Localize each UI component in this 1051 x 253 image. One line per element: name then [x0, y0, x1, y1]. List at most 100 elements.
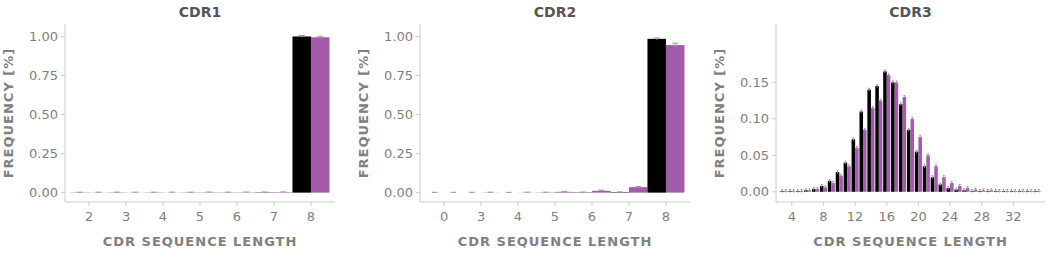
y-tick — [772, 118, 776, 119]
error-bar — [979, 190, 981, 193]
error-cap — [935, 164, 937, 165]
error-cap — [939, 183, 941, 184]
bar — [839, 176, 843, 192]
error-bar — [789, 190, 791, 193]
error-bar — [206, 192, 212, 194]
x-tick — [918, 202, 919, 206]
bar — [887, 75, 891, 192]
error-bar — [506, 192, 512, 194]
error-cap — [845, 161, 847, 162]
x-tick — [200, 202, 201, 206]
error-cap — [432, 192, 438, 193]
error-bar — [797, 190, 799, 193]
bar — [844, 163, 848, 192]
error-line — [1019, 190, 1020, 193]
y-tick-label: 0.25 — [29, 146, 58, 161]
error-line — [967, 187, 968, 190]
error-bar — [450, 192, 456, 194]
error-bar — [805, 189, 807, 192]
title: CDR1 — [179, 4, 221, 20]
title: CDR2 — [534, 4, 576, 20]
bar — [852, 139, 856, 192]
error-bar — [991, 189, 993, 192]
y-tick-label: 0.00 — [740, 184, 769, 199]
x-tick — [981, 202, 982, 206]
error-bar — [975, 188, 977, 191]
error-cap — [635, 186, 641, 187]
bar — [828, 181, 832, 192]
error-line — [825, 186, 826, 189]
x-tick — [591, 202, 592, 206]
bar — [1013, 191, 1017, 193]
bar — [1026, 191, 1030, 193]
x-tick-label: 7 — [625, 209, 633, 224]
bar — [71, 192, 89, 193]
error-cap — [1003, 189, 1005, 190]
error-cap — [169, 192, 175, 193]
error-line — [813, 187, 814, 190]
x-tick-label: 0 — [440, 209, 448, 224]
error-bar — [1022, 190, 1024, 193]
bar — [1034, 191, 1038, 193]
error-line — [864, 128, 865, 131]
error-bar — [781, 190, 783, 193]
error-bar — [151, 192, 157, 194]
bar — [1018, 191, 1022, 193]
error-line — [900, 103, 901, 106]
x-tick — [481, 202, 482, 206]
x-tick-label: 6 — [233, 209, 241, 224]
error-cap — [868, 88, 870, 89]
error-cap — [987, 189, 989, 190]
error-cap — [801, 189, 803, 190]
error-line — [940, 183, 941, 186]
bar — [871, 108, 875, 192]
error-bar — [848, 165, 850, 168]
bar — [500, 192, 518, 193]
bar — [788, 191, 792, 193]
error-line — [896, 81, 897, 84]
error-cap — [617, 191, 623, 192]
error-bar — [856, 147, 858, 150]
error-cap — [114, 192, 120, 193]
bar — [907, 130, 911, 192]
x-tick-label: 8 — [662, 209, 670, 224]
x-tick — [236, 202, 237, 206]
error-cap — [132, 192, 138, 193]
x-tick — [444, 202, 445, 206]
bar — [108, 192, 126, 193]
error-cap — [927, 153, 929, 154]
bar — [311, 37, 329, 192]
error-cap — [95, 192, 101, 193]
error-cap — [1022, 189, 1024, 190]
error-cap — [919, 135, 921, 136]
y-tick — [416, 114, 420, 115]
bar — [592, 191, 610, 193]
x-axis-label: CDR SEQUENCE LENGTH — [458, 234, 653, 249]
error-cap — [598, 190, 604, 191]
panel: CDR1FREQUENCY [%]CDR SEQUENCE LENGTH0.00… — [1, 4, 335, 249]
error-cap — [1034, 189, 1036, 190]
y-axis-line — [420, 24, 421, 202]
error-bar — [793, 190, 795, 193]
y-tick — [61, 114, 65, 115]
error-cap — [829, 179, 831, 180]
error-line — [809, 189, 810, 192]
error-line — [853, 138, 854, 141]
error-bar — [963, 189, 965, 192]
error-line — [928, 154, 929, 157]
error-bar — [884, 70, 886, 73]
error-cap — [77, 192, 83, 193]
x-tick-label: 4 — [788, 209, 796, 224]
error-cap — [809, 188, 811, 189]
error-bar — [580, 192, 586, 194]
bar — [1021, 191, 1025, 193]
error-cap — [450, 192, 456, 193]
error-line — [785, 190, 786, 193]
error-cap — [908, 128, 910, 129]
error-line — [936, 165, 937, 168]
error-bar — [888, 74, 890, 77]
y-tick — [61, 36, 65, 37]
error-bar — [951, 182, 953, 185]
bar — [879, 101, 883, 192]
error-bar — [1014, 190, 1016, 193]
